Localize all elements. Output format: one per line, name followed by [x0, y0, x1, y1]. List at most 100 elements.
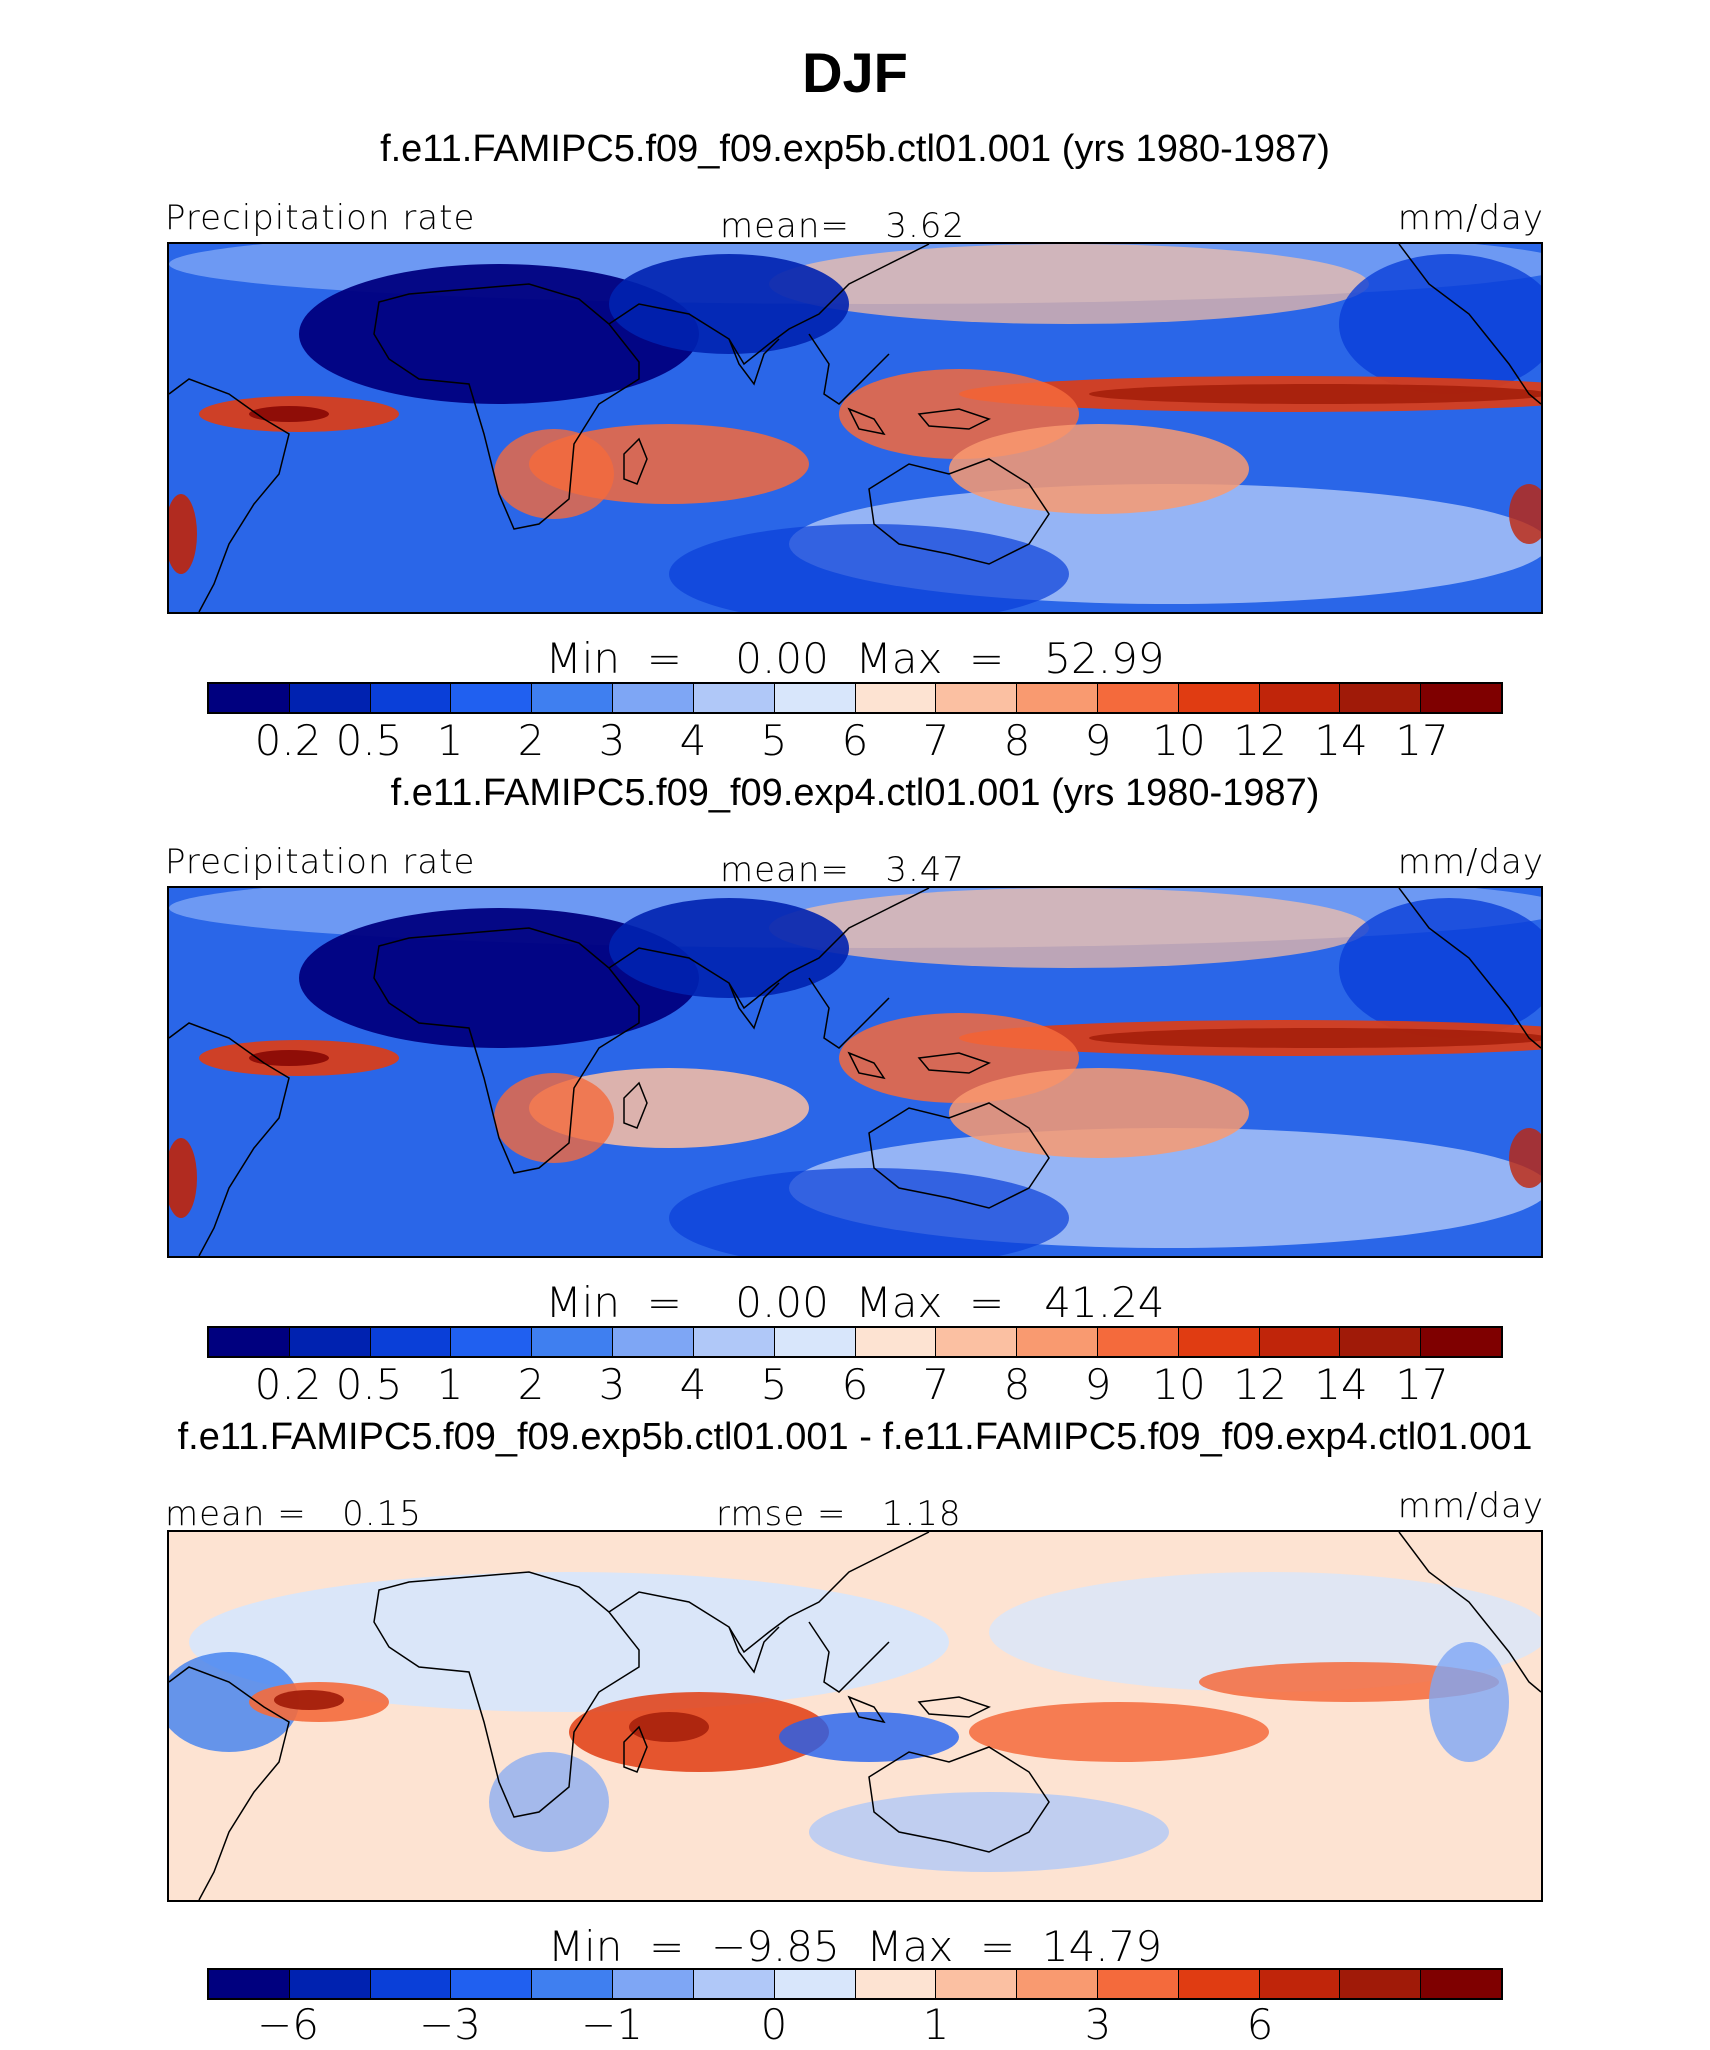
field-region [274, 1690, 344, 1710]
colorbar-swatch [1178, 1970, 1260, 1998]
colorbar-swatch [1178, 684, 1260, 712]
coastline [917, 1696, 991, 1718]
colorbar-swatch [1340, 684, 1422, 712]
colorbar-tick-label: 6 [841, 1360, 869, 1409]
coastline [847, 1695, 886, 1724]
coastline [608, 888, 930, 1010]
coastline [868, 1102, 1050, 1209]
coastline [808, 1621, 890, 1693]
colorbar-swatch [774, 684, 856, 712]
field-region [1509, 1128, 1541, 1188]
colorbar-tick-label: 2 [517, 716, 545, 765]
field-region [494, 1073, 614, 1163]
colorbar-swatch [1421, 1970, 1501, 1998]
colorbar-swatch [1259, 1328, 1341, 1356]
colorbar-swatch [451, 684, 533, 712]
colorbar-swatch [370, 684, 452, 712]
colorbar-swatch [1178, 1328, 1260, 1356]
coastline [608, 244, 930, 366]
coastline [917, 1052, 991, 1074]
colorbar-tick-label: 8 [1003, 716, 1031, 765]
colorbar-tick-label: 7 [922, 1360, 950, 1409]
colorbar-tick-label: 1 [436, 716, 464, 765]
colorbar-swatch [1421, 684, 1501, 712]
colorbar-tick-label: 3 [598, 1360, 626, 1409]
colorbar-swatch [451, 1970, 533, 1998]
colorbar-swatch [855, 1328, 937, 1356]
colorbar-swatch [370, 1328, 452, 1356]
panel-3-rmse-label: rmse = 1.18 [716, 1494, 962, 1534]
field-region [249, 406, 329, 422]
field-region [1429, 1642, 1509, 1762]
panel-2-units-label: mm/day [1397, 842, 1544, 882]
colorbar-tick-label: 0.5 [335, 716, 403, 765]
panel-2-colorbar-ticks: 0.2 0.5 1 2 3 4 5 6 7 8 9 10 12 14 17 [207, 1360, 1503, 1410]
coastline [728, 338, 780, 386]
colorbar-swatch [532, 1970, 614, 1998]
coastline [808, 977, 890, 1049]
colorbar-tick-label: 1 [436, 1360, 464, 1409]
colorbar-swatch [774, 1970, 856, 1998]
panel-2-field [169, 888, 1541, 1256]
panel-1-colorbar-ticks: 0.2 0.5 1 2 3 4 5 6 7 8 9 10 12 14 17 [207, 716, 1503, 766]
colorbar-tick-label: 9 [1084, 1360, 1112, 1409]
coastline [169, 1666, 290, 1900]
colorbar-swatch [613, 684, 694, 712]
panel-1-mean-label: mean= 3.62 [720, 206, 966, 246]
colorbar-swatch [451, 1328, 533, 1356]
colorbar-swatch [1259, 1970, 1341, 1998]
colorbar-swatch [289, 684, 371, 712]
panel-2-title: f.e11.FAMIPC5.f09_f09.exp4.ctl01.001 (yr… [390, 772, 1320, 814]
colorbar-tick-label: 10 [1152, 1360, 1206, 1409]
field-region [989, 1572, 1541, 1692]
colorbar-swatch [1097, 1328, 1179, 1356]
coastline [373, 283, 640, 530]
colorbar-swatch [289, 1970, 371, 1998]
field-region [169, 1138, 197, 1218]
colorbar-swatch [532, 684, 614, 712]
colorbar-tick-label: 0 [760, 2000, 788, 2049]
colorbar-tick-label: 17 [1395, 716, 1449, 765]
coastline [373, 927, 640, 1174]
colorbar-tick-label: 10 [1152, 716, 1206, 765]
colorbar-swatch [774, 1328, 856, 1356]
colorbar-swatch [1017, 1970, 1098, 1998]
field-region [249, 1050, 329, 1066]
colorbar-tick-label: 0.5 [335, 1360, 403, 1409]
colorbar-swatch [1340, 1970, 1422, 1998]
colorbar-swatch [532, 1328, 614, 1356]
field-region [1509, 484, 1541, 544]
coastline [917, 408, 991, 430]
field-region [169, 1652, 299, 1752]
field-region [809, 1792, 1169, 1872]
field-region [189, 1572, 949, 1712]
panel-3-colorbar-ticks: −6 −3 −1 0 1 3 6 [207, 2000, 1503, 2050]
panel-2-variable-label: Precipitation rate [165, 842, 476, 882]
colorbar-tick-label: 7 [922, 716, 950, 765]
colorbar-tick-label: 6 [1246, 2000, 1274, 2049]
colorbar-tick-label: −3 [419, 2000, 481, 2049]
panel-2-minmax: Min = 0.00 Max = 41.24 [545, 1278, 1165, 1327]
colorbar-swatch [370, 1970, 452, 1998]
panel-3-mean-label: mean = 0.15 [165, 1494, 422, 1534]
colorbar-tick-label: 0.2 [254, 1360, 322, 1409]
panel-1-colorbar [207, 682, 1503, 714]
colorbar-tick-label: −6 [257, 2000, 319, 2049]
field-region [299, 264, 699, 404]
colorbar-swatch [1017, 1328, 1098, 1356]
panel-1-map [167, 242, 1543, 614]
colorbar-swatch [693, 684, 775, 712]
colorbar-swatch [1259, 684, 1341, 712]
colorbar-tick-label: 12 [1233, 716, 1287, 765]
colorbar-tick-label: 4 [679, 716, 707, 765]
coastline [623, 1725, 648, 1773]
colorbar-swatch [1097, 1970, 1179, 1998]
panel-1-variable-label: Precipitation rate [165, 198, 476, 238]
panel-1-title: f.e11.FAMIPC5.f09_f09.exp5b.ctl01.001 (y… [380, 128, 1330, 170]
panel-3-minmax: Min = −9.85 Max = 14.79 [547, 1922, 1163, 1971]
coastline [847, 407, 886, 436]
field-region [669, 1168, 1069, 1256]
field-region [769, 888, 1369, 968]
coastline [868, 1746, 1050, 1853]
colorbar-swatch [1097, 684, 1179, 712]
